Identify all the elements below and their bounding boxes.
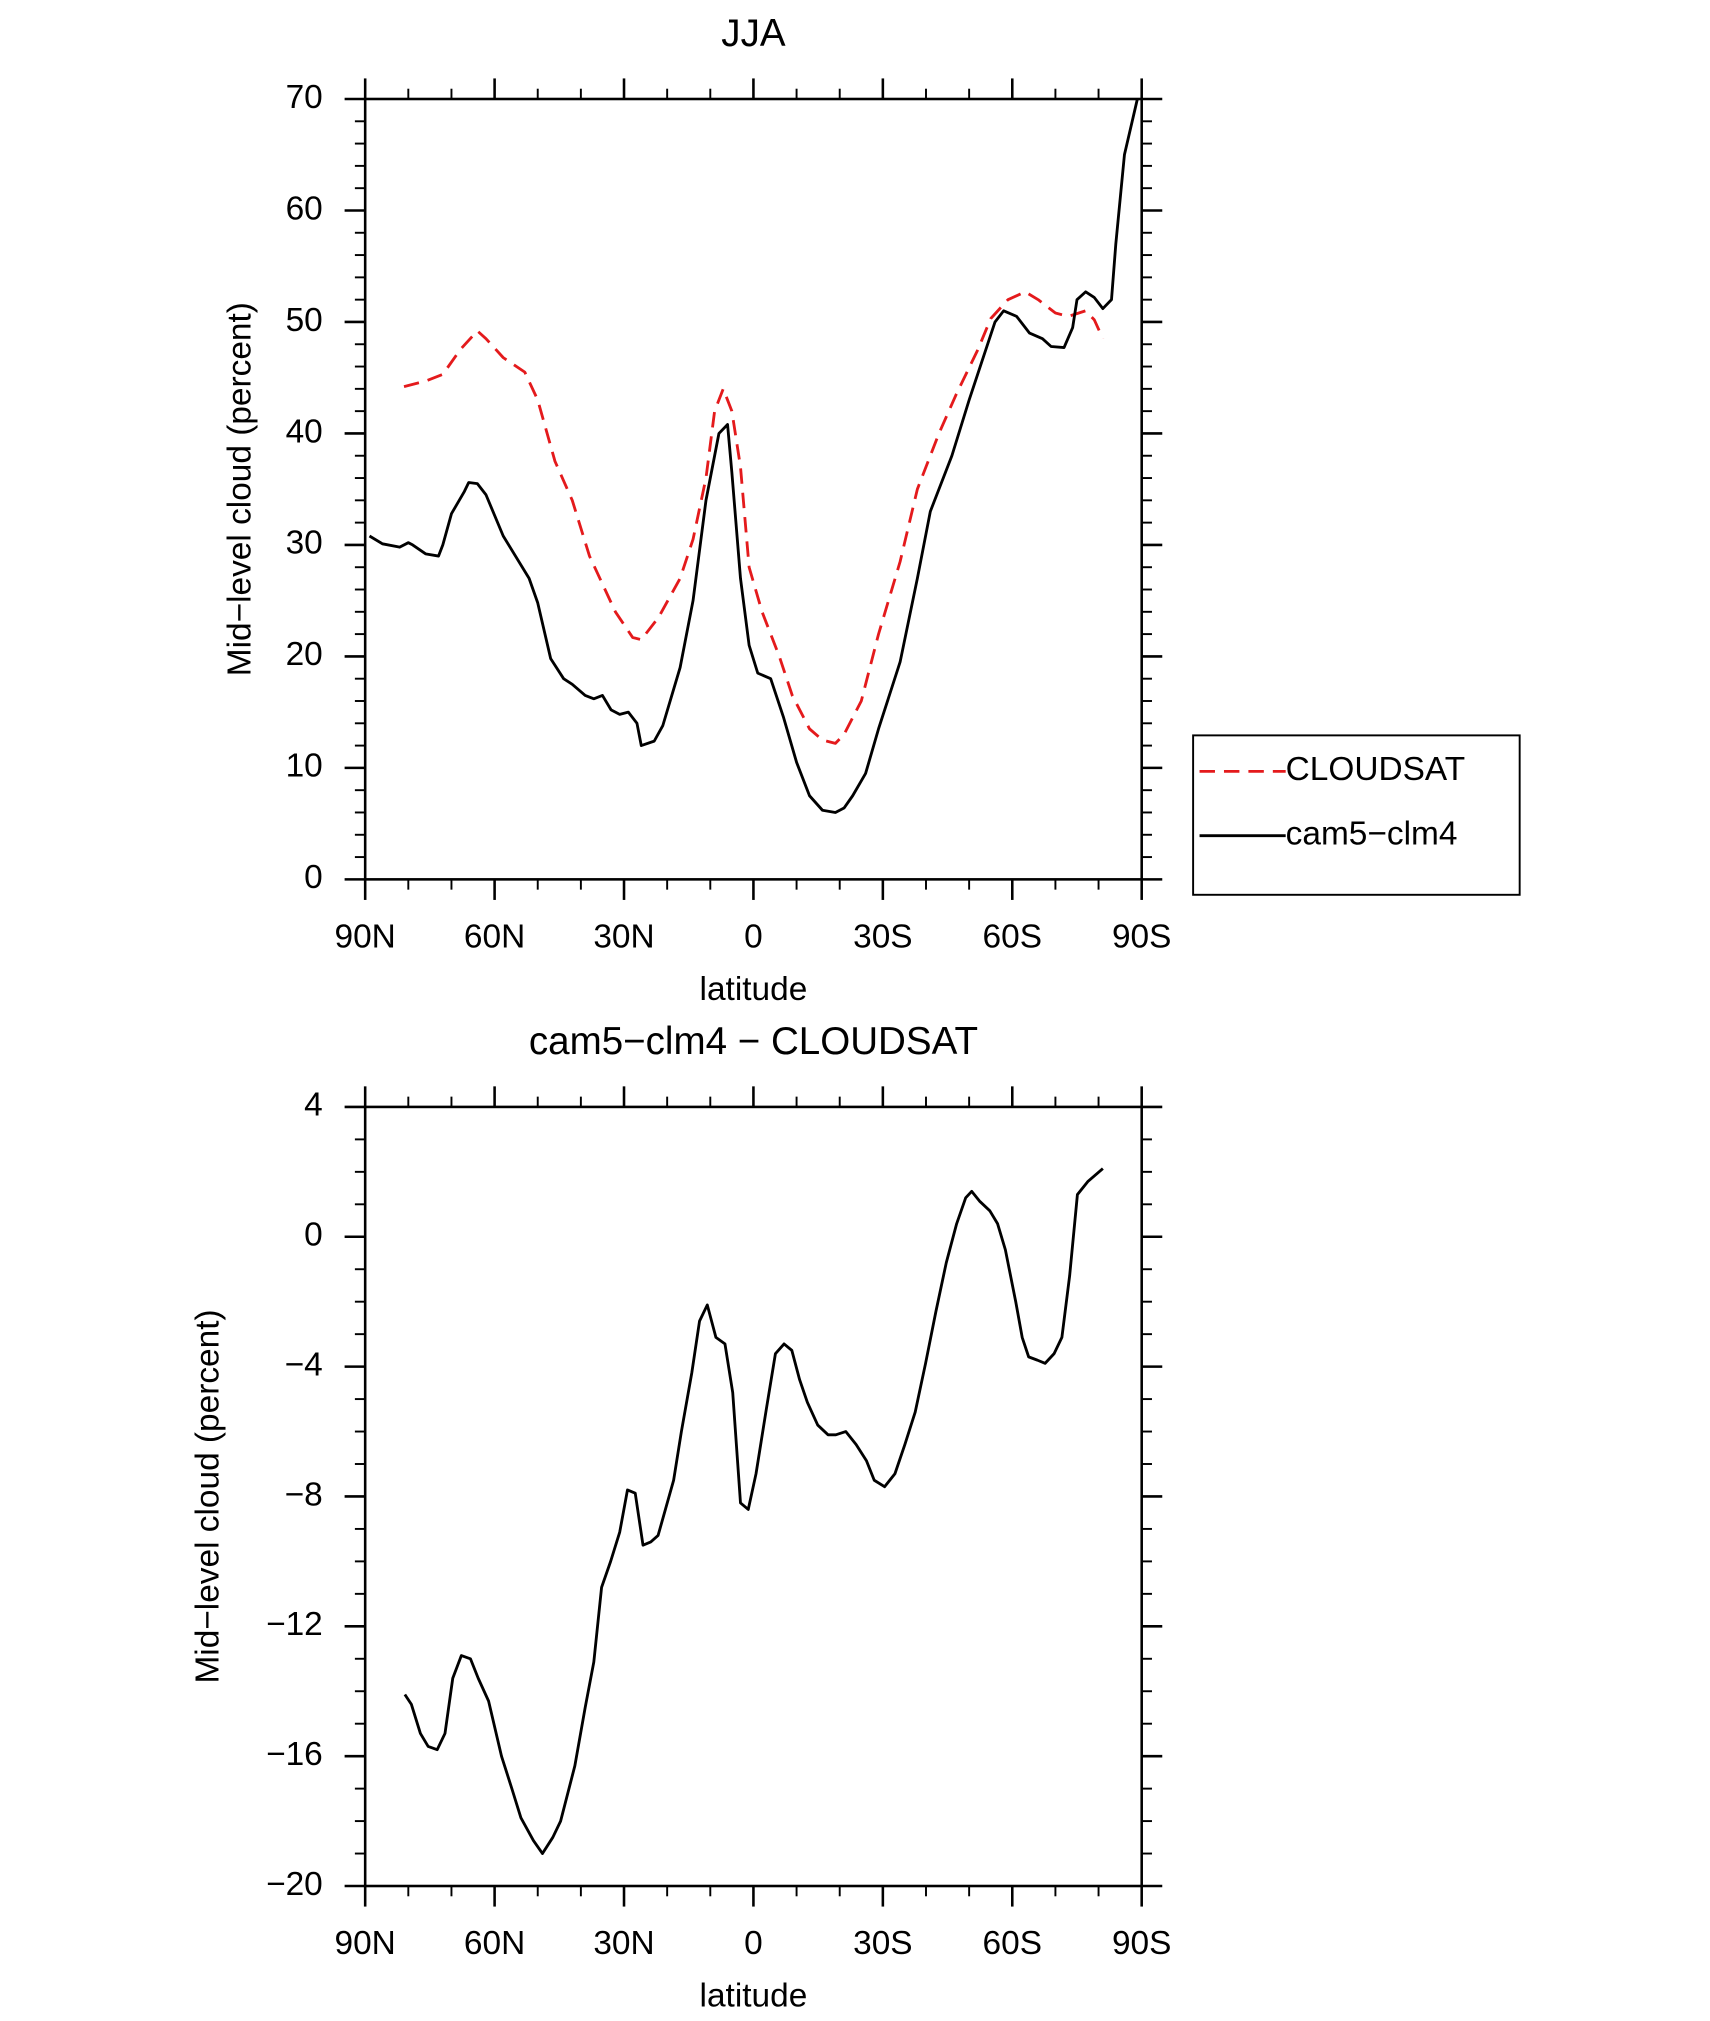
chart-title: JJA — [721, 12, 786, 55]
x-tick-label: 90N — [335, 918, 396, 955]
y-tick-label: −20 — [266, 1866, 323, 1903]
y-tick-label: 20 — [286, 636, 323, 673]
x-tick-label: 60N — [464, 918, 525, 955]
y-axis-label: Mid−level cloud (percent) — [222, 302, 259, 676]
y-tick-label: −12 — [266, 1606, 323, 1643]
chart-title: cam5−clm4 − CLOUDSAT — [529, 1020, 978, 1063]
y-tick-label: −8 — [285, 1476, 323, 1513]
legend-box — [1192, 734, 1521, 896]
data-line — [403, 290, 1105, 745]
y-tick-label: 60 — [286, 190, 323, 227]
x-tick-label: 60N — [464, 1925, 525, 1962]
y-tick-label: −4 — [285, 1346, 323, 1383]
data-line — [403, 1167, 1104, 1855]
y-tick-label: 4 — [304, 1087, 323, 1124]
y-tick-label: 0 — [304, 859, 323, 896]
x-axis-label: latitude — [700, 1978, 808, 2015]
x-tick-label: 0 — [744, 918, 763, 955]
y-tick-label: 30 — [286, 525, 323, 562]
legend-label: CLOUDSAT — [1286, 751, 1465, 788]
y-axis-label: Mid−level cloud (percent) — [189, 1309, 226, 1683]
x-tick-label: 30S — [853, 918, 912, 955]
x-tick-label: 90S — [1112, 918, 1171, 955]
x-tick-label: 30N — [593, 918, 654, 955]
y-tick-label: 50 — [286, 302, 323, 339]
y-tick-label: 40 — [286, 413, 323, 450]
y-tick-label: 0 — [304, 1217, 323, 1254]
y-tick-label: 10 — [286, 748, 323, 785]
y-tick-label: −16 — [266, 1736, 323, 1773]
x-tick-label: 0 — [744, 1925, 763, 1962]
plot-frame — [363, 97, 1143, 881]
x-axis-label: latitude — [700, 971, 808, 1008]
x-tick-label: 60S — [983, 918, 1042, 955]
x-tick-label: 60S — [983, 1925, 1042, 1962]
data-line — [368, 98, 1139, 814]
x-tick-label: 90N — [335, 1925, 396, 1962]
x-tick-label: 90S — [1112, 1925, 1171, 1962]
x-tick-label: 30S — [853, 1925, 912, 1962]
plot-frame — [363, 1105, 1143, 1888]
y-tick-label: 70 — [286, 79, 323, 116]
legend-label: cam5−clm4 — [1286, 815, 1458, 852]
x-tick-label: 30N — [593, 1925, 654, 1962]
